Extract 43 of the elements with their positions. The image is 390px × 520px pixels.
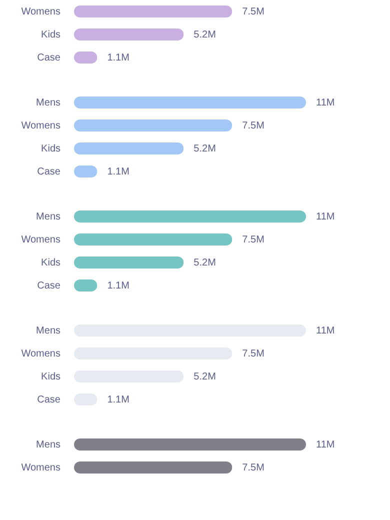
y-tick-label: Mens [36,440,60,450]
data-label: 7.5M [242,462,264,474]
bar [74,370,184,382]
data-label: 1.1M [107,280,130,292]
data-label: 7.5M [242,120,264,132]
y-tick-label: Womens [21,348,60,360]
data-label: 1.1M [107,52,130,64]
y-tick-label: Kids [41,258,60,268]
y-tick-label: Womens [21,120,60,132]
y-tick-label: Mens [36,326,60,336]
y-tick-label: Case [37,394,61,406]
y-tick-label: Womens [21,462,60,474]
bar [74,324,306,336]
bar [74,120,232,132]
y-tick-label: Womens [21,6,60,18]
data-label: 5.2M [194,30,216,40]
y-tick-label: Case [37,52,61,64]
data-label: 1.1M [107,394,130,406]
data-label: 11M [316,440,335,450]
data-label: 5.2M [194,372,216,382]
y-tick-label: Case [37,280,61,292]
y-tick-label: Womens [21,234,60,246]
bar [74,256,184,268]
data-label: 1.1M [107,166,130,178]
bar [74,210,306,222]
bar [74,96,306,108]
y-tick-label: Case [37,166,61,178]
data-label: 5.2M [194,144,216,154]
data-label: 11M [316,98,335,108]
y-tick-label: Kids [41,30,60,40]
bar [74,234,232,246]
data-label: 5.2M [194,258,216,268]
y-tick-label: Mens [36,212,60,222]
data-label: 7.5M [242,348,264,360]
y-tick-label: Kids [41,144,60,154]
data-label: 7.5M [242,234,264,246]
bar [74,348,232,360]
bar [74,142,184,154]
data-label: 7.5M [242,6,264,18]
data-label: 11M [316,326,335,336]
y-tick-label: Mens [36,98,60,108]
data-label: 11M [316,212,335,222]
y-tick-label: Kids [41,372,60,382]
